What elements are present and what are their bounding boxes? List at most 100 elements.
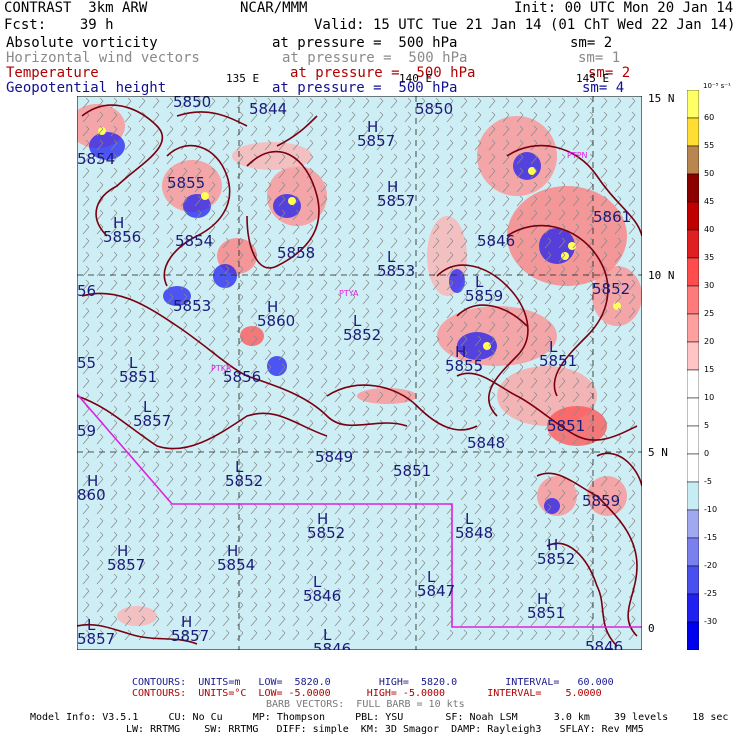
field-temp-sm: sm= 2: [588, 65, 631, 81]
pressure-center-mark: H: [455, 343, 466, 361]
lon-label-135e: 135 E: [226, 72, 260, 85]
colorbar-swatch: [687, 341, 699, 371]
pressure-center-mark: L: [427, 568, 436, 586]
colorbar-tick-label: 45: [704, 197, 715, 206]
field-height-name: Geopotential height: [6, 80, 167, 96]
pressure-center-mark: L: [465, 510, 474, 528]
height-contour-label: 5859: [582, 492, 620, 510]
height-contour-label: 5853: [173, 297, 211, 315]
colorbar-tick-label: -15: [704, 533, 718, 542]
pressure-center-mark: H: [387, 178, 398, 196]
height-contour-label: 5857: [171, 627, 209, 645]
field-wind-level: at pressure = 500 hPa: [282, 50, 468, 66]
pressure-center-mark: H: [317, 510, 328, 528]
height-contour-label: 5846: [303, 587, 341, 605]
colorbar-swatch: [687, 313, 699, 343]
model-info-line-1: Model Info: V3.5.1 CU: No Cu MP: Thompso…: [30, 712, 729, 723]
pressure-center-mark: H: [267, 298, 278, 316]
colorbar-swatch: [687, 621, 699, 650]
colorbar-tick-label: 5: [704, 421, 710, 430]
colorbar-swatch: [687, 145, 699, 175]
height-contour-label: 56: [77, 282, 96, 300]
colorbar-tick-label: -25: [704, 589, 718, 598]
contours-height-info: CONTOURS: UNITS=m LOW= 5820.0 HIGH= 5820…: [132, 677, 614, 688]
field-vorticity-name: Absolute vorticity: [6, 35, 158, 51]
height-contour-label: 5857: [377, 192, 415, 210]
height-contour-label: 5846: [313, 640, 351, 650]
colorbar-tick-label: 30: [704, 281, 715, 290]
colorbar-tick-label: 60: [704, 113, 715, 122]
lat-label-10n: 10 N: [648, 269, 675, 282]
pressure-center-mark: H: [117, 542, 128, 560]
colorbar-swatch: [687, 90, 699, 119]
height-contour-label: 5846: [585, 638, 623, 650]
colorbar-swatch: [687, 229, 699, 259]
colorbar: [687, 90, 699, 650]
field-wind-sm: sm= 1: [578, 50, 621, 66]
height-contour-label: 5851: [539, 352, 577, 370]
height-contour-label: 5850: [415, 100, 453, 118]
height-contour-label: 5854: [217, 556, 255, 574]
height-contour-label: 5852: [307, 524, 345, 542]
colorbar-tick-label: 55: [704, 141, 715, 150]
org-name: NCAR/MMM: [240, 0, 308, 16]
colorbar-swatch: [687, 509, 699, 539]
barb-info: BARB VECTORS: FULL BARB = 10 kts: [266, 699, 465, 710]
temperature-contours: [77, 104, 642, 647]
pressure-center-mark: L: [313, 573, 322, 591]
height-contour-label: 5851: [527, 604, 565, 622]
field-wind-name: Horizontal wind vectors: [6, 50, 200, 66]
pressure-center-mark: L: [323, 626, 332, 644]
height-contour-label: 5852: [343, 326, 381, 344]
pressure-center-mark: H: [227, 542, 238, 560]
height-contour-label: 5851: [119, 368, 157, 386]
init-time: Init: 00 UTC Mon 20 Jan 14: [514, 0, 734, 16]
height-contour-label: 5848: [455, 524, 493, 542]
height-contour-label: 5847: [417, 582, 455, 600]
field-temp-level: at pressure = 500 hPa: [290, 65, 476, 81]
height-contour-label: 5855: [167, 174, 205, 192]
colorbar-swatch: [687, 201, 699, 231]
station-label: PTPN: [567, 151, 588, 160]
colorbar-unit: 10⁻⁵ s⁻¹: [703, 82, 731, 90]
lat-lon-grid: [77, 96, 642, 650]
height-contour-label: 5858: [277, 244, 315, 262]
height-contour-label: 5857: [357, 132, 395, 150]
pressure-center-mark: H: [87, 472, 98, 490]
height-contour-label: 5854: [175, 232, 213, 250]
height-contour-label: 5851: [393, 462, 431, 480]
contours-temp-info: CONTOURS: UNITS=°C LOW= -5.0000 HIGH= -5…: [132, 688, 602, 699]
colorbar-tick-label: 50: [704, 169, 715, 178]
colorbar-swatch: [687, 369, 699, 399]
pressure-center-mark: H: [367, 118, 378, 136]
colorbar-tick-label: -10: [704, 505, 718, 514]
height-contour-label: 5846: [477, 232, 515, 250]
station-label: PTYA: [339, 289, 359, 298]
colorbar-swatch: [687, 117, 699, 147]
height-contour-label: 5856: [103, 228, 141, 246]
height-contour-label: 5852: [592, 280, 630, 298]
colorbar-tick-label: 25: [704, 309, 715, 318]
height-contour-label: 5856: [223, 368, 261, 386]
height-contour-label: 5853: [377, 262, 415, 280]
station-label: PTKR: [211, 364, 232, 373]
height-contour-label: 860: [77, 486, 106, 504]
height-contour-label: 55: [77, 354, 96, 372]
height-contour-label: 5852: [537, 550, 575, 568]
height-contour-label: 5857: [133, 412, 171, 430]
lon-label-140e: 140 E: [399, 72, 433, 85]
height-contour-label: 5850: [173, 96, 211, 111]
model-name: CONTRAST 3km ARW: [4, 0, 148, 16]
pressure-center-mark: H: [113, 214, 124, 232]
colorbar-swatch: [687, 173, 699, 203]
pressure-center-mark: H: [547, 536, 558, 554]
field-vorticity-sm: sm= 2: [570, 35, 613, 51]
height-contour-label: 5848: [467, 434, 505, 452]
colorbar-swatch: [687, 397, 699, 427]
lon-label-145e: 145 E: [576, 72, 610, 85]
lat-label-0: 0: [648, 622, 655, 635]
height-contour-label: 5857: [107, 556, 145, 574]
colorbar-tick-label: 20: [704, 337, 715, 346]
colorbar-swatch: [687, 537, 699, 567]
